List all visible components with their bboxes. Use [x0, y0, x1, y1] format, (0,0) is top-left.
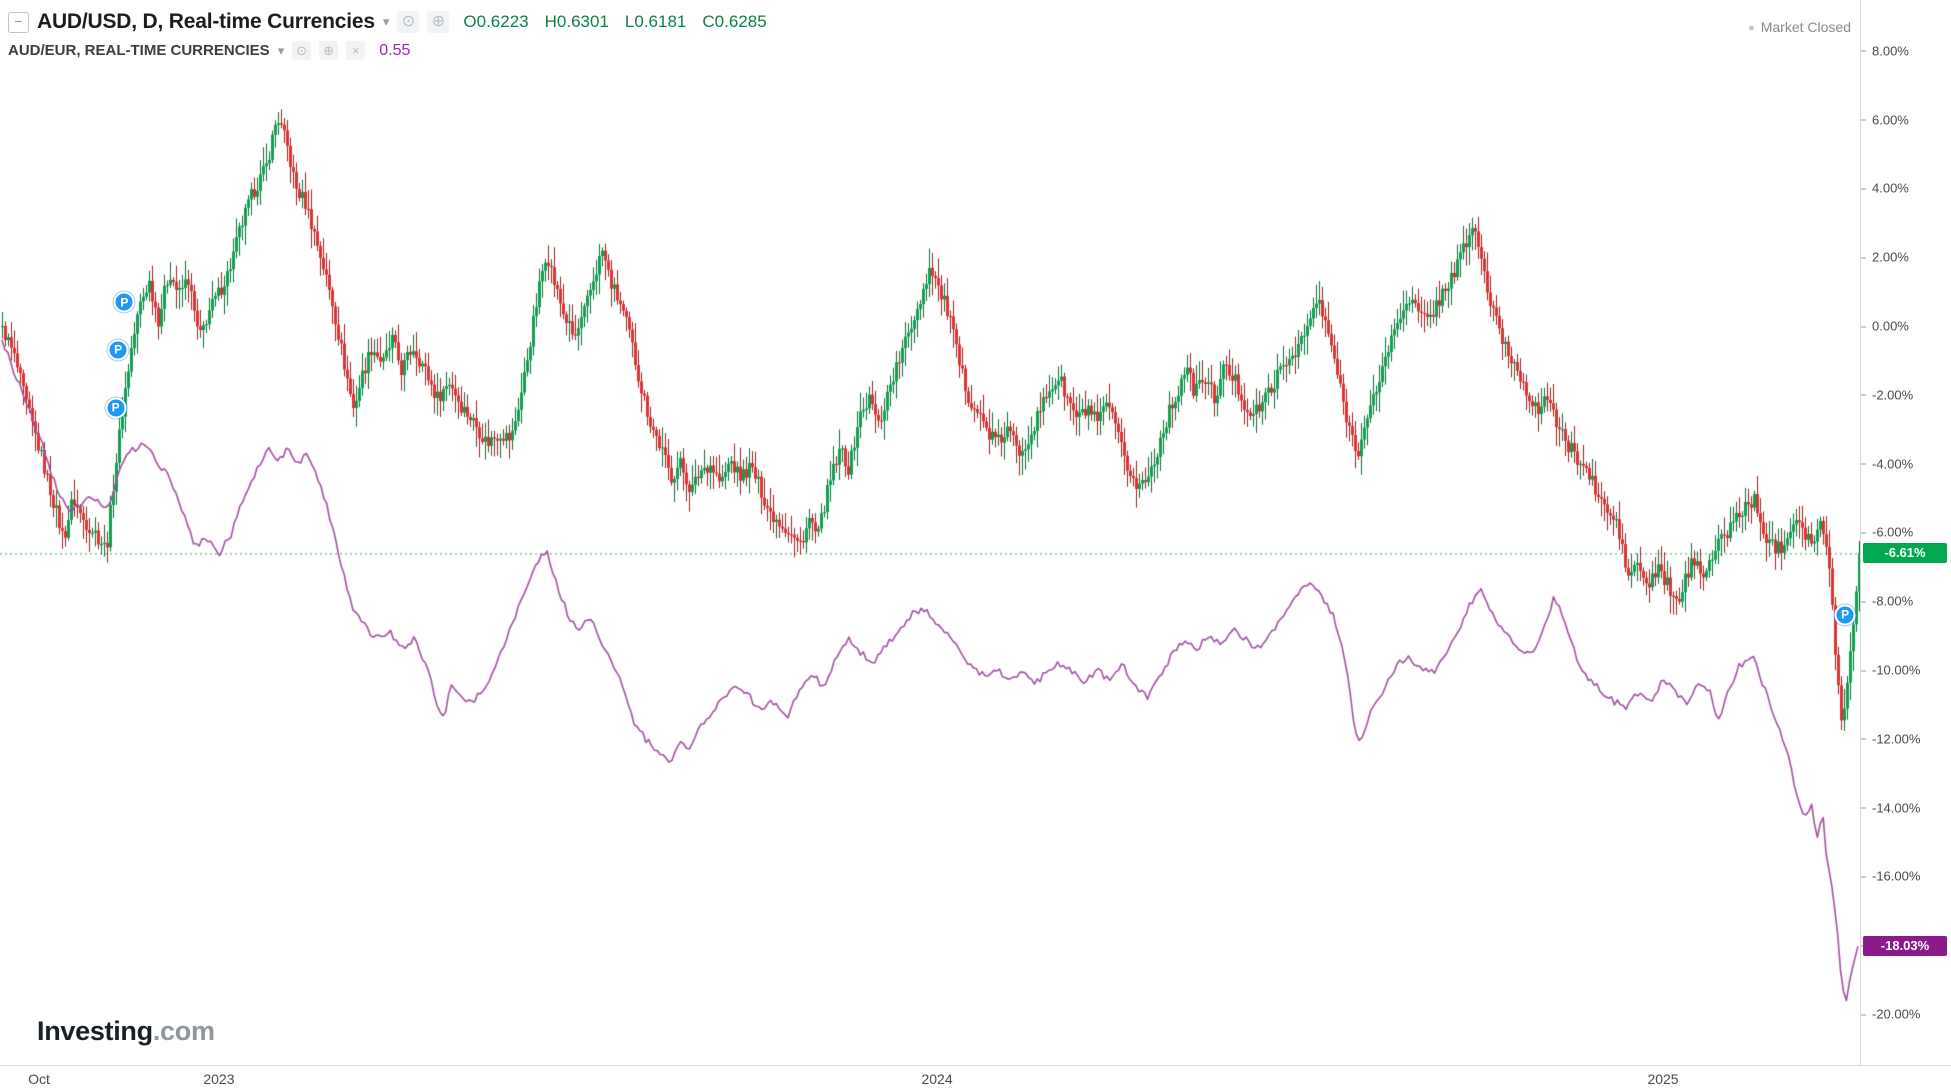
more-options-icon[interactable]: ⊕ [427, 11, 450, 33]
overlay-symbol-row: AUD/EUR, REAL-TIME CURRENCIES ▾ ⊙ ⊕ × 0.… [8, 41, 767, 60]
y-axis-tick-label: -16.00% [1861, 869, 1920, 884]
y-axis-tick-label: 6.00% [1861, 112, 1909, 127]
status-dot-icon: ● [1748, 22, 1755, 34]
y-axis-tick-label: -6.00% [1861, 525, 1913, 540]
x-axis-tick-label: 2023 [203, 1071, 235, 1087]
overlay-last-value: 0.55 [379, 41, 411, 59]
y-axis-tick-label: -10.00% [1861, 663, 1920, 678]
ohlc-open: O0.6223 [463, 12, 529, 31]
overlay-settings-icon[interactable]: ⊕ [319, 41, 339, 60]
market-status: ● Market Closed [1748, 19, 1851, 35]
visibility-icon[interactable]: ⊙ [397, 11, 420, 33]
x-axis[interactable]: Oct 2023 2024 2025 [0, 1065, 1951, 1091]
y-axis-tick-label: -8.00% [1861, 594, 1913, 609]
x-axis-tick-label: 2024 [921, 1071, 953, 1087]
y-axis-tick-label: -12.00% [1861, 731, 1920, 746]
logo-suffix: .com [152, 1016, 215, 1046]
ohlc-high: H0.6301 [544, 12, 609, 31]
position-marker[interactable]: P [105, 397, 127, 419]
y-axis-tick-label: 2.00% [1861, 250, 1909, 265]
price-label-badge: -6.61% [1863, 543, 1947, 564]
price-label-badge: -18.03% [1863, 936, 1947, 957]
y-axis-tick-label: -4.00% [1861, 456, 1913, 471]
collapse-chart-icon[interactable]: − [8, 11, 29, 33]
position-marker[interactable]: P [1834, 604, 1856, 626]
overlay-visibility-icon[interactable]: ⊙ [292, 41, 312, 60]
overlay-chevron-down-icon[interactable]: ▾ [277, 42, 285, 58]
market-status-label: Market Closed [1760, 19, 1851, 35]
position-marker[interactable]: P [113, 291, 135, 313]
overlay-close-icon[interactable]: × [346, 41, 366, 60]
chevron-down-icon[interactable]: ▾ [382, 14, 390, 29]
y-axis-tick-label: 0.00% [1861, 319, 1909, 334]
x-axis-tick-label: Oct [28, 1071, 50, 1087]
symbol-title[interactable]: AUD/USD, D, Real-time Currencies [37, 10, 375, 33]
chart-legend: − AUD/USD, D, Real-time Currencies ▾ ⊙ ⊕… [8, 10, 767, 60]
main-symbol-row: − AUD/USD, D, Real-time Currencies ▾ ⊙ ⊕… [8, 10, 767, 34]
y-axis-tick-label: -2.00% [1861, 387, 1913, 402]
y-axis[interactable]: 8.00% 6.00% 4.00% 2.00% 0.00% -2.00% -4.00% -6.… [1860, 0, 1951, 1066]
logo-text: Investing [37, 1016, 153, 1046]
y-axis-tick-label: -14.00% [1861, 800, 1920, 815]
overlay-symbol-title[interactable]: AUD/EUR, REAL-TIME CURRENCIES [8, 42, 270, 59]
y-axis-tick-label: -20.00% [1861, 1007, 1920, 1022]
ohlc-values: O0.6223 H0.6301 L0.6181 C0.6285 [463, 12, 766, 32]
y-axis-tick-label: 8.00% [1861, 43, 1909, 58]
ohlc-low: L0.6181 [624, 12, 687, 31]
ohlc-close: C0.6285 [702, 12, 767, 31]
x-axis-tick-label: 2025 [1647, 1071, 1679, 1087]
price-chart-canvas[interactable] [0, 0, 1860, 1066]
position-marker[interactable]: P [107, 339, 129, 361]
investing-logo-link[interactable]: Investing.com [37, 1016, 215, 1047]
y-axis-tick-label: 4.00% [1861, 181, 1909, 196]
